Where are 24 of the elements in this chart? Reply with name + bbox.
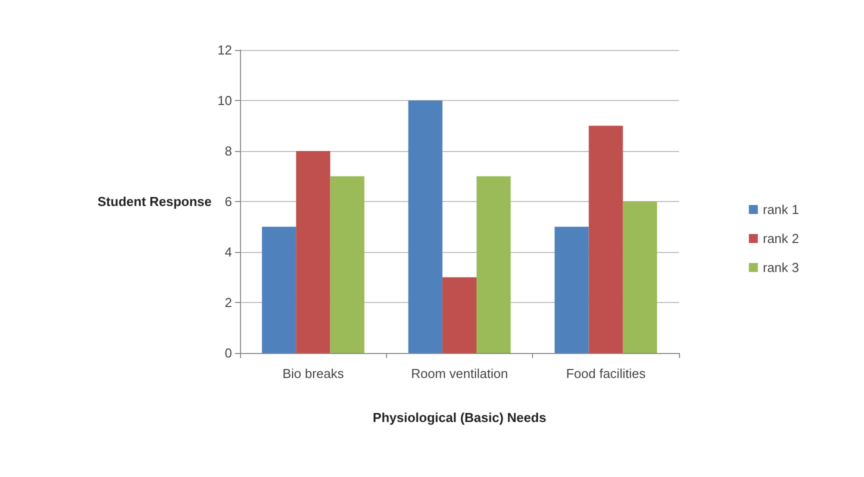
y-tick-label: 8 [224, 144, 232, 158]
x-axis-title: Physiological (Basic) Needs [372, 410, 546, 425]
legend-label: rank 2 [762, 231, 800, 246]
bar [262, 226, 296, 353]
y-tick-label: 4 [224, 244, 232, 260]
bar [408, 100, 442, 353]
bar [442, 277, 477, 353]
x-tick-label: Food facilities [566, 366, 646, 381]
legend-label: rank 1 [762, 202, 800, 217]
bar [476, 176, 511, 353]
legend-label: rank 3 [762, 260, 800, 275]
x-tick-label: Room ventilation [411, 366, 508, 381]
y-tick-label: 10 [218, 93, 232, 108]
bar [622, 202, 658, 353]
bar [330, 176, 364, 353]
y-tick-label: 6 [224, 194, 232, 209]
y-tick-label: 2 [224, 295, 232, 310]
bar [296, 151, 330, 353]
y-axis-title: Student Response [98, 194, 212, 209]
bar [588, 126, 623, 353]
y-tick-label: 12 [218, 42, 232, 58]
x-tick-label: Bio breaks [282, 366, 344, 381]
y-tick-label: 0 [224, 346, 232, 360]
bar [554, 226, 589, 353]
